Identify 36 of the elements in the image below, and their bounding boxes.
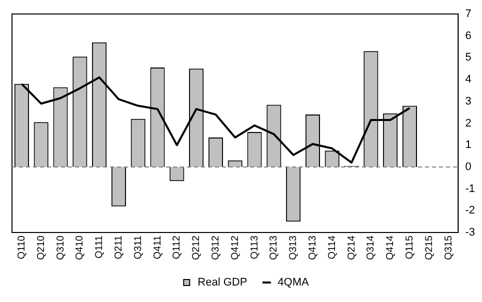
x-tick-label: Q312 [210, 235, 222, 260]
x-tick-label: Q211 [113, 235, 124, 260]
x-tick-label: Q315 [443, 235, 454, 260]
x-tick-label: Q414 [385, 235, 396, 260]
x-tick-label: Q412 [230, 235, 241, 260]
y-tick-label: 5 [465, 52, 472, 64]
x-tick-label: Q110 [16, 235, 28, 260]
y-tick-label: -2 [465, 204, 475, 217]
x-tick-label: Q113 [249, 235, 260, 260]
y-tick-label: 6 [465, 30, 472, 42]
x-tick-label: Q413 [307, 235, 318, 260]
x-tick-label: Q310 [55, 235, 66, 260]
x-tick-label: Q212 [191, 235, 202, 260]
x-tick-label: Q112 [172, 235, 183, 260]
y-tick-label: 1 [465, 139, 472, 152]
x-tick-label: Q411 [152, 235, 164, 260]
x-tick-label: Q111 [94, 235, 106, 259]
x-tick-label: Q311 [132, 235, 144, 260]
legend-label: 4QMA [278, 276, 310, 289]
x-tick-label: Q410 [74, 235, 86, 260]
legend-label: Real GDP [198, 276, 248, 289]
x-tick-label: Q214 [346, 235, 358, 260]
y-tick-label: 0 [465, 161, 472, 174]
x-tick-label: Q314 [366, 235, 377, 260]
x-tick-label: Q215 [424, 235, 435, 260]
x-tick-label: Q115 [404, 235, 416, 260]
y-tick-label: -1 [465, 182, 475, 195]
x-tick-label: Q213 [268, 235, 280, 260]
y-tick-label: 4 [465, 74, 472, 86]
x-tick-label: Q210 [36, 235, 47, 260]
x-tick-label: Q114 [326, 235, 338, 260]
x-tick-label: Q313 [288, 235, 300, 260]
y-tick-label: 3 [465, 95, 472, 108]
y-tick-label: 7 [465, 8, 472, 20]
y-tick-label: 2 [465, 117, 472, 130]
y-tick-label: -3 [465, 226, 475, 239]
